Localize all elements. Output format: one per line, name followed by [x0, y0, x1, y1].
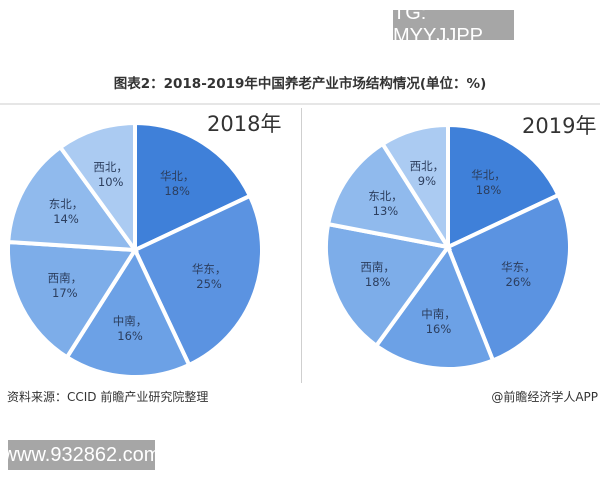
pie-slice-华东 [132, 193, 264, 368]
pie-slice-西南 [6, 239, 139, 360]
pie-chart-2019 [324, 122, 572, 371]
slice-label: 西南， 18% [360, 259, 395, 289]
slice-label: 华东， 25% [191, 261, 227, 291]
slice-label: 西北， 9% [409, 159, 445, 189]
pie-slice-华北 [446, 122, 562, 251]
pie-slice-西北 [379, 122, 450, 254]
slice-label: 东北， 14% [48, 197, 84, 227]
year-label-2019: 2019年 [522, 114, 597, 138]
watermark-badge-bottom: www.932862.com [3, 440, 160, 470]
top-divider [0, 103, 600, 105]
slice-label: 华北， 18% [471, 168, 506, 198]
slice-label: 东北， 13% [368, 189, 403, 219]
slice-label: 西南， 17% [47, 270, 83, 300]
slice-label: 中南， 16% [112, 313, 148, 343]
pie-slice-中南 [64, 245, 192, 379]
slice-label: 华东， 26% [501, 259, 536, 289]
chart-title: 图表2：2018-2019年中国养老产业市场结构情况(单位：%) [113, 76, 487, 92]
credit-note: @前瞻经济学人APP [491, 390, 598, 404]
pie-slice-中南 [373, 242, 496, 371]
source-note: 资料来源：CCID 前瞻产业研究院整理 [7, 390, 209, 404]
pie-slice-东北 [325, 141, 453, 250]
center-divider [301, 108, 302, 383]
pie-slice-西北 [57, 120, 137, 257]
slice-label: 中南， 16% [421, 307, 456, 337]
year-label-2018: 2018年 [207, 112, 282, 136]
slice-label: 西北， 10% [93, 160, 128, 190]
pie-chart-2018 [6, 120, 264, 379]
pie-slice-华北 [133, 120, 253, 254]
slice-label: 华北， 18% [159, 168, 195, 198]
pie-slice-西南 [324, 221, 452, 349]
watermark-badge-top: TG: MYYJJPP [393, 2, 514, 47]
pie-slice-东北 [6, 144, 140, 253]
